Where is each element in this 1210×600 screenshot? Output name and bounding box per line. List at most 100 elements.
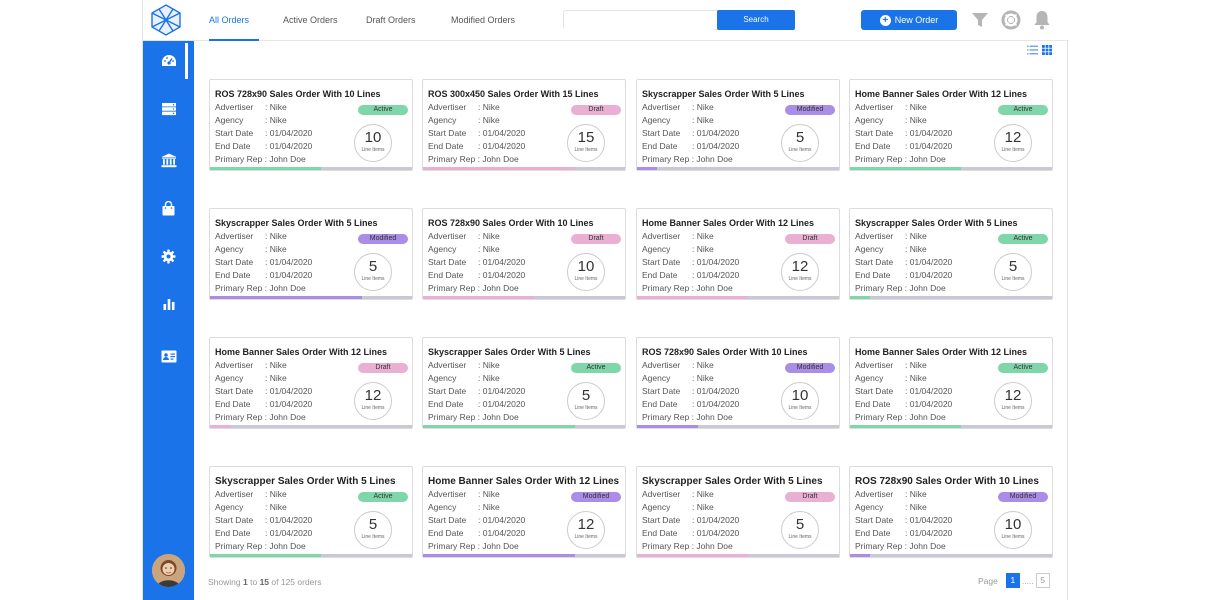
search-button[interactable]: Search [717, 10, 795, 30]
order-title[interactable]: ROS 728x90 Sales Order With 10 Lines [215, 89, 381, 99]
order-title[interactable]: ROS 300x450 Sales Order With 15 Lines [428, 89, 599, 99]
order-card[interactable]: ROS 728x90 Sales Order With 10 Lines Modi… [849, 466, 1053, 558]
order-card[interactable]: ROS 300x450 Sales Order With 15 Lines Dra… [422, 79, 626, 171]
order-card[interactable]: Skyscrapper Sales Order With 5 Lines Modi… [209, 208, 413, 300]
order-card[interactable]: Home Banner Sales Order With 12 Lines Act… [849, 337, 1053, 429]
order-card[interactable]: Skyscrapper Sales Order With 5 Lines Acti… [209, 466, 413, 558]
order-card[interactable]: Home Banner Sales Order With 12 Lines Mod… [422, 466, 626, 558]
order-title[interactable]: Skyscrapper Sales Order With 5 Lines [855, 218, 1018, 228]
status-badge: Draft [358, 363, 408, 373]
field-separator: : [692, 115, 697, 125]
order-title[interactable]: Skyscrapper Sales Order With 5 Lines [215, 218, 378, 228]
line-items-count: 15 [577, 129, 595, 146]
order-card[interactable]: Skyscrapper Sales Order With 5 Lines Draf… [636, 466, 840, 558]
tab-draft-orders[interactable]: Draft Orders [366, 15, 416, 25]
order-card[interactable]: ROS 728x90 Sales Order With 10 Lines Draf… [422, 208, 626, 300]
start-date-value: 01/04/2020 [482, 515, 526, 525]
start-date-field: Start Date: 01/04/2020 [428, 257, 525, 267]
order-card[interactable]: Home Banner Sales Order With 12 Lines Dra… [209, 337, 413, 429]
order-title[interactable]: Skyscrapper Sales Order With 5 Lines [642, 476, 823, 487]
advertiser-field: Advertiser: Nike [642, 360, 714, 370]
tab-active-orders[interactable]: Active Orders [283, 15, 338, 25]
order-title[interactable]: Skyscrapper Sales Order With 5 Lines [215, 476, 396, 487]
order-title[interactable]: ROS 728x90 Sales Order With 10 Lines [428, 218, 594, 228]
order-title[interactable]: ROS 728x90 Sales Order With 10 Lines [642, 347, 808, 357]
app-window: All Orders Active Orders Draft Orders Mo… [142, 0, 1069, 600]
order-title[interactable]: Home Banner Sales Order With 12 Lines [428, 476, 620, 487]
sidebar-item-dashboard[interactable] [143, 43, 194, 79]
sidebar-item-orders[interactable] [143, 190, 194, 226]
order-title[interactable]: Skyscrapper Sales Order With 5 Lines [642, 89, 805, 99]
primary-rep-label: Primary Rep [215, 283, 263, 293]
start-date-label: Start Date [215, 257, 254, 267]
line-items-counter: 10 Line Items [567, 253, 605, 291]
logo-icon[interactable] [149, 3, 183, 37]
avatar[interactable] [152, 554, 185, 587]
sidebar-item-servers[interactable] [143, 91, 194, 127]
order-title[interactable]: Home Banner Sales Order With 12 Lines [215, 347, 387, 357]
field-separator: : [262, 541, 270, 551]
field-separator: : [905, 528, 910, 538]
order-title[interactable]: Home Banner Sales Order With 12 Lines [855, 347, 1027, 357]
order-card[interactable]: Skyscrapper Sales Order With 5 Lines Modi… [636, 79, 840, 171]
sidebar-item-settings[interactable] [143, 238, 194, 274]
agency-label: Agency [428, 373, 457, 383]
agency-field: Agency: Nike [428, 115, 500, 125]
field-separator: : [265, 257, 270, 267]
tab-all-orders[interactable]: All Orders [209, 0, 259, 41]
primary-rep-label: Primary Rep [642, 283, 690, 293]
end-date-field: End Date: 01/04/2020 [855, 528, 952, 538]
line-items-label: Line Items [788, 534, 812, 540]
line-items-label: Line Items [361, 147, 385, 153]
field-separator: : [265, 515, 270, 525]
showing-label: Showing [208, 577, 241, 587]
progress-bar-fill [637, 296, 749, 299]
order-card[interactable]: Skyscrapper Sales Order With 5 Lines Acti… [849, 208, 1053, 300]
order-title[interactable]: ROS 728x90 Sales Order With 10 Lines [855, 476, 1039, 487]
end-date-label: End Date [215, 270, 251, 280]
field-separator: : [478, 244, 483, 254]
agency-label: Agency [428, 244, 457, 254]
field-separator: : [262, 283, 270, 293]
order-card[interactable]: ROS 728x90 Sales Order With 10 Lines Acti… [209, 79, 413, 171]
order-card[interactable]: Home Banner Sales Order With 12 Lines Act… [849, 79, 1053, 171]
start-date-label: Start Date [855, 386, 894, 396]
tab-modified-orders[interactable]: Modified Orders [451, 15, 516, 25]
agency-field: Agency: Nike [642, 115, 714, 125]
field-separator: : [478, 141, 483, 151]
grid-view-icon[interactable] [1042, 45, 1052, 55]
end-date-label: End Date [855, 399, 891, 409]
list-view-icon[interactable] [1027, 45, 1038, 55]
sidebar-item-bank[interactable] [143, 142, 194, 178]
order-title[interactable]: Skyscrapper Sales Order With 5 Lines [428, 347, 591, 357]
order-card[interactable]: ROS 728x90 Sales Order With 10 Lines Modi… [636, 337, 840, 429]
sidebar-item-reports[interactable] [143, 286, 194, 322]
advertiser-value: Nike [269, 231, 287, 241]
search-input[interactable] [564, 12, 714, 30]
order-title[interactable]: Home Banner Sales Order With 12 Lines [642, 218, 814, 228]
bell-icon[interactable] [1031, 9, 1053, 31]
progress-bar [637, 554, 839, 557]
primary-rep-value: John Doe [696, 412, 733, 422]
line-items-count: 5 [1008, 258, 1018, 275]
order-card[interactable]: Skyscrapper Sales Order With 5 Lines Acti… [422, 337, 626, 429]
filter-icon[interactable] [969, 9, 991, 31]
line-items-count: 5 [795, 129, 805, 146]
page-button-last[interactable]: 5 [1035, 573, 1050, 588]
end-date-field: End Date: 01/04/2020 [215, 399, 312, 409]
line-items-label: Line Items [574, 534, 598, 540]
order-title[interactable]: Home Banner Sales Order With 12 Lines [855, 89, 1027, 99]
advertiser-field: Advertiser: Nike [428, 231, 500, 241]
line-items-counter: 5 Line Items [781, 511, 819, 549]
sidebar-item-contacts[interactable] [143, 338, 194, 374]
agency-value: Nike [696, 115, 714, 125]
field-separator: : [692, 373, 697, 383]
end-date-value: 01/04/2020 [269, 528, 313, 538]
line-items-label: Line Items [574, 276, 598, 282]
field-separator: : [478, 373, 483, 383]
line-items-count: 10 [791, 387, 809, 404]
page-button-current[interactable]: 1 [1005, 573, 1020, 588]
lifebuoy-icon[interactable] [1000, 9, 1022, 31]
new-order-button[interactable]: + New Order [861, 10, 957, 30]
order-card[interactable]: Home Banner Sales Order With 12 Lines Dra… [636, 208, 840, 300]
